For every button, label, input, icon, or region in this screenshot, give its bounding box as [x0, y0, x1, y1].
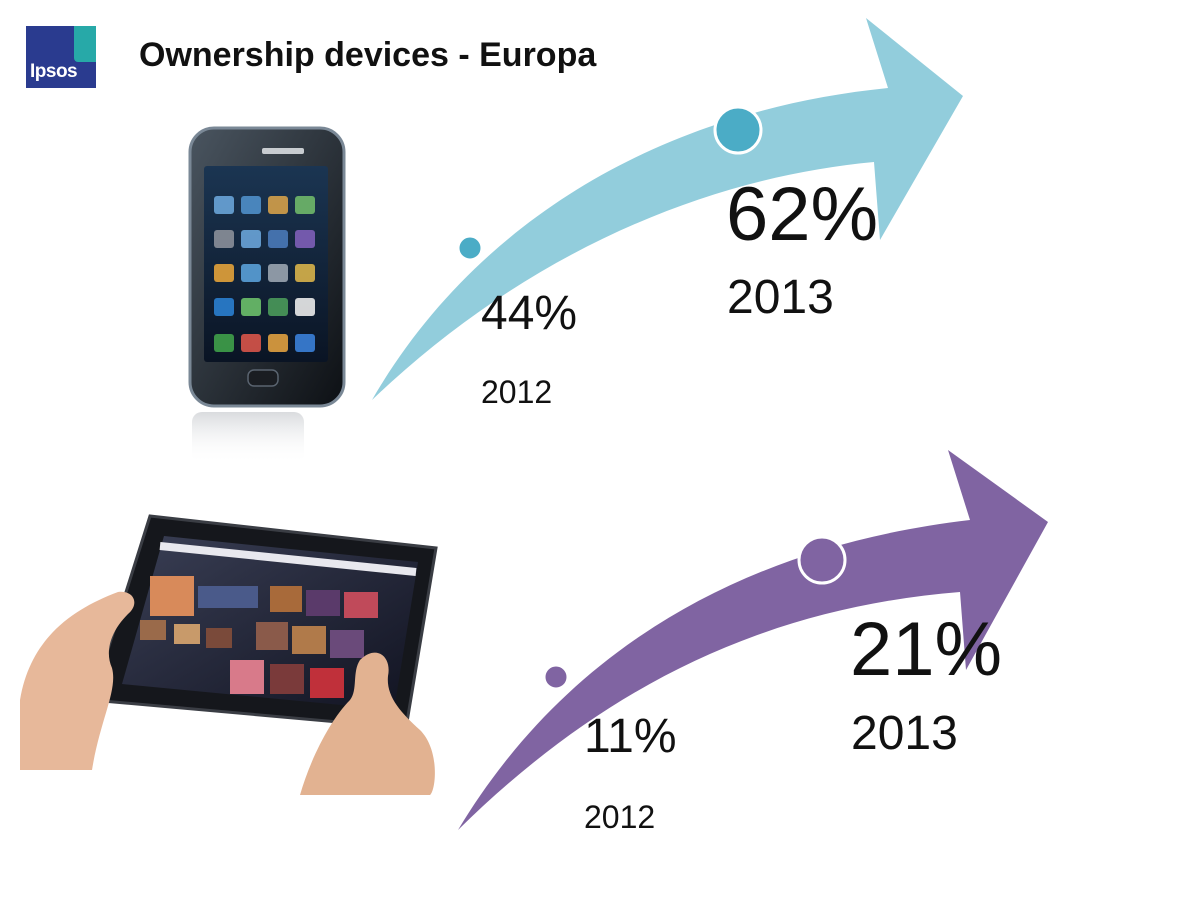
smartphone-2012-year: 2012: [481, 374, 553, 410]
smartphone-2013-value: 62%: [726, 172, 879, 257]
smartphone-growth-arrow: [372, 18, 963, 400]
tablet-end-dot: [797, 535, 847, 585]
tablet-2012-year: 2012: [584, 799, 656, 835]
logo-text: Ipsos: [30, 61, 78, 82]
page-title: Ownership devices - Europa: [139, 36, 597, 74]
smartphone-end-dot: [713, 105, 763, 155]
tablet-2013-year: 2013: [851, 707, 958, 760]
tablet-image: [20, 514, 438, 795]
tablet-growth-arrow: [458, 450, 1048, 830]
logo-head-icon: [74, 26, 96, 62]
smartphone-2013-year: 2013: [727, 271, 834, 324]
tablet-start-dot: [542, 663, 570, 691]
smartphone-start-dot: [456, 234, 484, 262]
smartphone-image: [188, 126, 346, 464]
tablet-2013-value: 21%: [850, 607, 1003, 692]
smartphone-2012-value: 44%: [481, 287, 578, 340]
ipsos-logo: Ipsos: [26, 26, 96, 88]
tablet-2012-value: 11%: [584, 710, 677, 763]
